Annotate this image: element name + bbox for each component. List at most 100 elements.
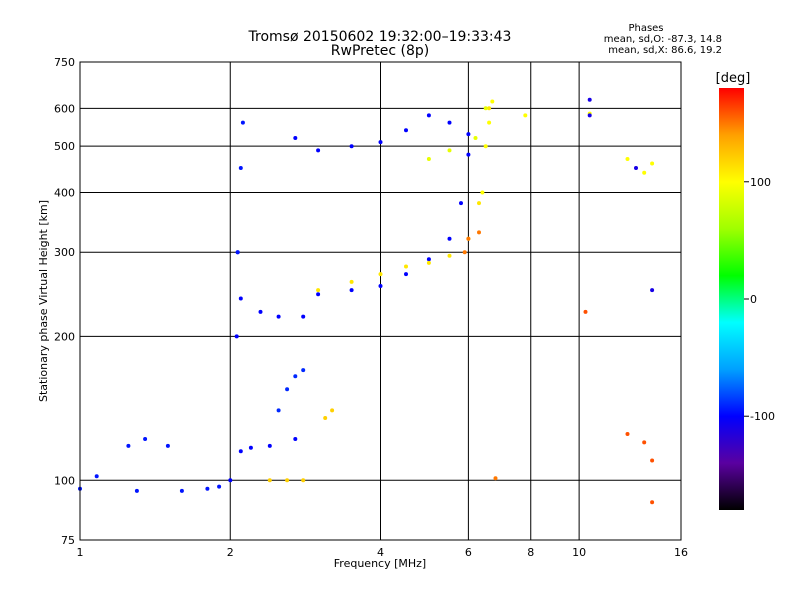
chart-subtitle: RwPretec (8p) (331, 43, 429, 59)
data-point (293, 136, 298, 140)
y-tick-label: 75 (61, 534, 75, 547)
data-point (404, 272, 408, 277)
data-point (483, 106, 488, 111)
data-point (276, 314, 281, 319)
x-tick-label: 4 (377, 546, 384, 559)
data-point (235, 250, 240, 255)
data-point (634, 166, 638, 170)
data-point (404, 264, 408, 269)
data-point (583, 309, 588, 314)
data-point (238, 296, 243, 301)
data-point (487, 106, 492, 111)
data-point (349, 144, 354, 149)
data-point (477, 201, 481, 206)
data-point (258, 309, 263, 314)
data-point (487, 120, 492, 125)
data-point (349, 288, 354, 293)
data-points (78, 97, 655, 505)
data-point (134, 488, 139, 493)
data-point (316, 292, 321, 297)
data-point (293, 437, 298, 441)
y-tick-label: 400 (54, 186, 75, 199)
phases-x-stats: mean, sd,X: 86.6, 19.2 (608, 45, 722, 56)
data-point (650, 458, 655, 463)
data-point (480, 190, 485, 195)
data-point (316, 288, 321, 293)
data-point (426, 257, 431, 262)
x-axis-label: Frequency [MHz] (334, 557, 426, 570)
data-point (293, 374, 298, 379)
data-point (301, 478, 306, 483)
colorbar-label: [deg] (716, 71, 751, 86)
y-tick-label: 100 (54, 474, 75, 487)
x-tick-label: 6 (465, 546, 472, 559)
data-point (217, 484, 222, 489)
data-point (238, 166, 243, 170)
data-point (94, 474, 99, 479)
data-point (240, 120, 245, 125)
data-point (477, 230, 481, 235)
y-tick-label: 600 (54, 102, 75, 115)
y-tick-label: 200 (54, 330, 75, 343)
data-point (490, 99, 495, 104)
data-point (285, 387, 290, 392)
data-point (462, 250, 467, 255)
data-point (426, 260, 431, 265)
data-point (330, 408, 335, 413)
data-point (248, 445, 253, 450)
data-point (642, 440, 647, 445)
data-point (625, 432, 630, 436)
data-point (650, 500, 655, 505)
data-point (466, 132, 471, 137)
data-point (587, 113, 592, 118)
x-tick-label: 1 (77, 546, 84, 559)
data-point (625, 157, 630, 161)
phases-title: Phases (628, 23, 663, 34)
y-tick-label: 750 (54, 56, 75, 69)
plot-frame (79, 61, 682, 541)
data-point (493, 476, 498, 481)
x-tick-label: 16 (674, 546, 688, 559)
data-point (234, 334, 239, 339)
colorbar-tick-label: -100 (750, 410, 775, 423)
colorbar-tick-label: 100 (750, 176, 771, 189)
data-point (483, 144, 488, 149)
data-point (205, 486, 210, 491)
data-point (404, 128, 408, 133)
data-point (426, 113, 431, 118)
data-point (267, 478, 272, 483)
phases-o-stats: mean, sd,O: -87.3, 14.8 (604, 34, 722, 45)
data-point (466, 236, 471, 241)
data-point (587, 97, 592, 102)
colorbar (719, 88, 744, 510)
data-point (301, 368, 306, 373)
data-point (276, 408, 281, 413)
data-point (228, 478, 233, 483)
x-axis-ticks: 1 2 4 6 8 10 16 (77, 546, 689, 559)
data-point (447, 120, 452, 125)
data-point (349, 279, 354, 284)
data-point (316, 148, 321, 153)
data-point (285, 478, 290, 483)
data-point (642, 170, 647, 175)
data-point (238, 449, 243, 454)
data-point (473, 136, 478, 140)
data-point (459, 201, 463, 206)
x-tick-label: 2 (227, 546, 234, 559)
data-point (447, 148, 452, 153)
data-point (466, 152, 471, 157)
plot-grid (80, 62, 681, 540)
y-tick-label: 300 (54, 246, 75, 259)
data-point (426, 157, 431, 161)
data-point (447, 236, 452, 241)
y-axis-ticks: 75 100 200 300 400 500 600 750 (54, 56, 75, 547)
data-point (378, 284, 383, 288)
data-point (447, 253, 452, 258)
data-point (323, 416, 328, 420)
data-point (650, 288, 655, 293)
data-point (301, 314, 306, 319)
data-point (378, 272, 383, 277)
data-point (650, 161, 655, 166)
data-point (378, 140, 383, 145)
